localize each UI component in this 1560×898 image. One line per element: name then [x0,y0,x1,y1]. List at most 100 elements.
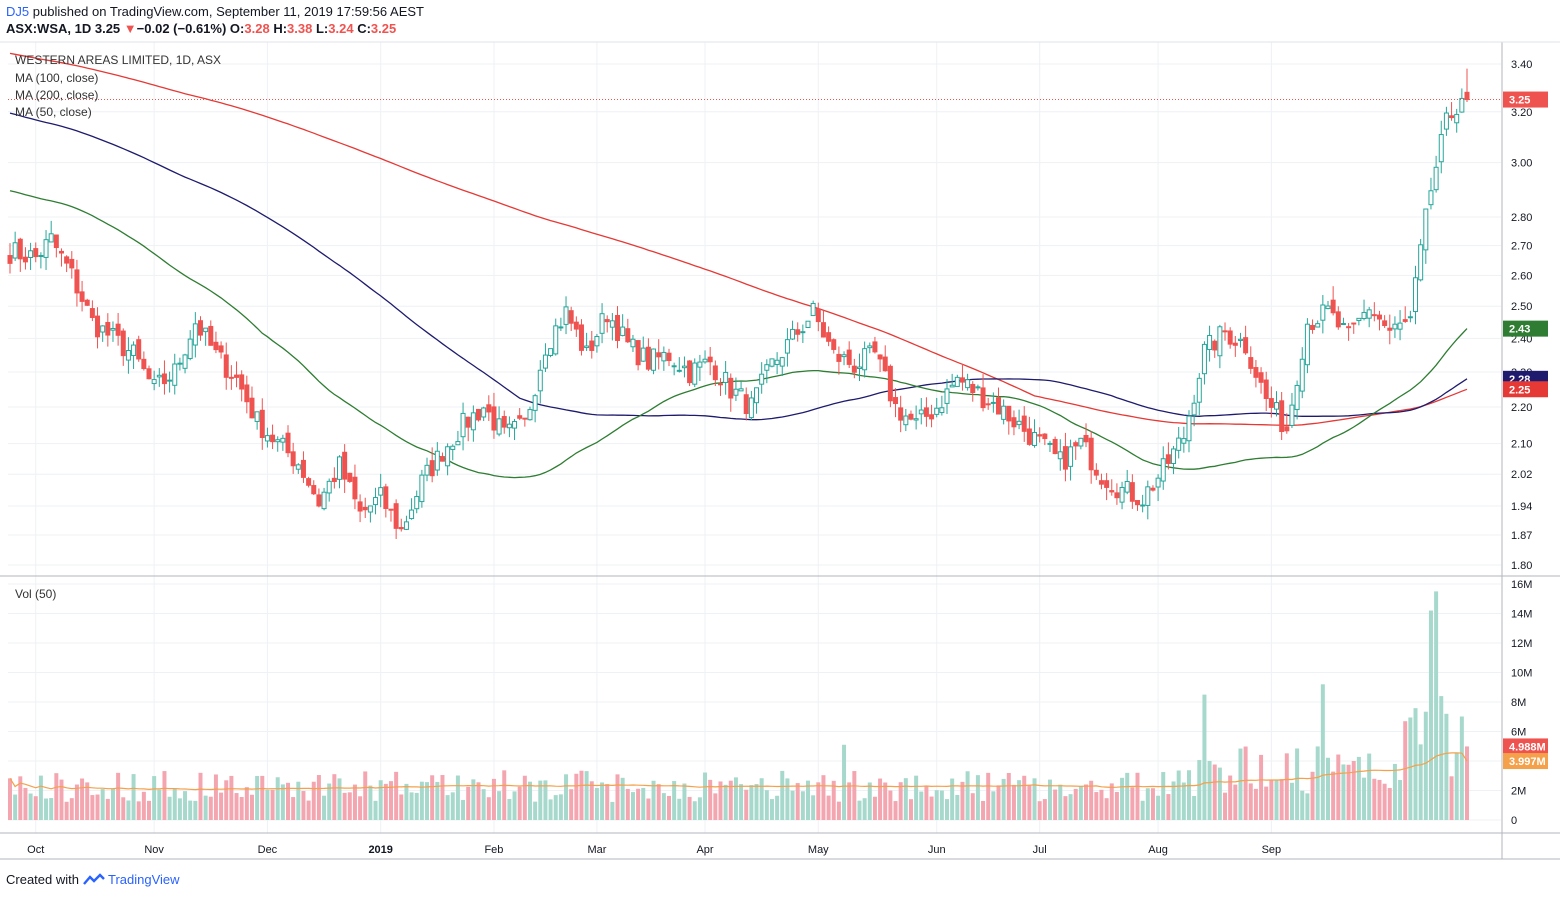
volume-bar [914,775,919,820]
candle-body [321,491,327,510]
low-value: 3.24 [328,21,354,36]
candle-body [1001,405,1007,420]
volume-bar [1367,753,1372,820]
candle-body [22,256,28,263]
candle-body [568,310,574,324]
volume-bar [821,775,826,820]
candle-body [1191,402,1197,416]
volume-bar [157,789,162,820]
created-with-text: Created with [6,872,79,887]
volume-bar [1444,713,1449,820]
ma50-badge: 2.43 [1509,324,1530,336]
candle-body [1119,486,1125,503]
candle-body [1171,448,1177,465]
volume-bar [553,795,558,820]
candle-body [512,421,518,429]
candle-body [1181,438,1187,444]
volume-bar [203,795,208,820]
candle-body [69,258,75,269]
volume-bar [795,783,800,820]
candle-body [1026,428,1032,445]
candle-body [74,269,80,294]
volume-bar [1186,770,1191,820]
volume-bar [486,797,491,820]
volume-bar [425,782,430,820]
candle-body [58,250,64,254]
volume-bar [49,798,54,820]
volume-bar [847,782,852,820]
volume-bar [38,775,43,820]
volume-bar [1145,788,1150,820]
high-value: 3.38 [287,21,313,36]
candle-body [1088,437,1094,471]
volume-bar [1217,767,1222,820]
candle-body [1310,324,1316,330]
volume-bar [872,796,877,820]
candle-body [1376,314,1382,320]
volume-bar [1161,772,1166,820]
volume-bar [1104,798,1109,820]
candle-body [527,409,533,421]
tradingview-link[interactable]: TradingView [108,872,180,887]
candle-body [120,330,126,357]
legend-ma50[interactable]: MA (50, close) [15,105,92,119]
candle-body [1237,338,1243,341]
candle-body [532,395,538,411]
candle-body [378,487,384,496]
volume-bar [610,801,615,820]
volume-bar [929,796,934,820]
candle-body [846,349,852,365]
price-tick-label: 1.94 [1511,501,1532,513]
candle-body [702,358,708,363]
legend-ma100[interactable]: MA (100, close) [15,71,99,85]
legend-ma200[interactable]: MA (200, close) [15,88,99,102]
candle-body [1124,480,1130,493]
legend-volume[interactable]: Vol (50) [15,587,57,601]
time-axis-label: Apr [696,844,713,856]
volume-bar [759,778,764,820]
time-axis-label: Mar [587,844,606,856]
volume-tick-label: 8M [1511,697,1526,709]
volume-bar [275,777,280,820]
publisher-name[interactable]: DJ5 [6,4,30,19]
candle-body [1078,437,1084,447]
candle-body [28,250,34,258]
volume-bar [996,785,1001,820]
volume-bar [1073,788,1078,820]
candle-body [239,374,245,390]
volume-ma-badge: 3.997M [1509,756,1546,768]
candle-body [1186,415,1192,442]
candle-body [645,346,651,370]
volume-bar [167,796,172,820]
candle-body [1320,304,1326,321]
price-tick-label: 1.80 [1511,560,1532,572]
volume-bar [1181,782,1186,820]
candle-body [1330,299,1336,314]
volume-bar [651,780,656,820]
candle-body [326,480,332,494]
candle-body [1083,434,1089,443]
candle-body [295,464,301,470]
volume-bar [280,784,285,820]
volume-bar [358,796,363,820]
candle-body [558,326,564,329]
volume-bar [919,791,924,820]
volume-bar [1459,716,1464,820]
low-label: L: [315,21,329,36]
candle-body [918,409,924,415]
candle-body [764,364,770,371]
candle-body [1068,446,1074,467]
ma200-badge: 2.25 [1509,384,1530,396]
candle-body [1423,208,1429,251]
candle-body [1407,316,1413,319]
candle-body [470,412,476,431]
volume-bar [219,792,224,820]
down-arrow-icon: ▼ [123,21,137,36]
candle-body [1382,320,1388,327]
candle-body [1207,335,1213,351]
candle-body [146,368,152,380]
volume-bar [23,787,28,820]
candle-body [223,354,229,378]
volume-bar [826,795,831,820]
